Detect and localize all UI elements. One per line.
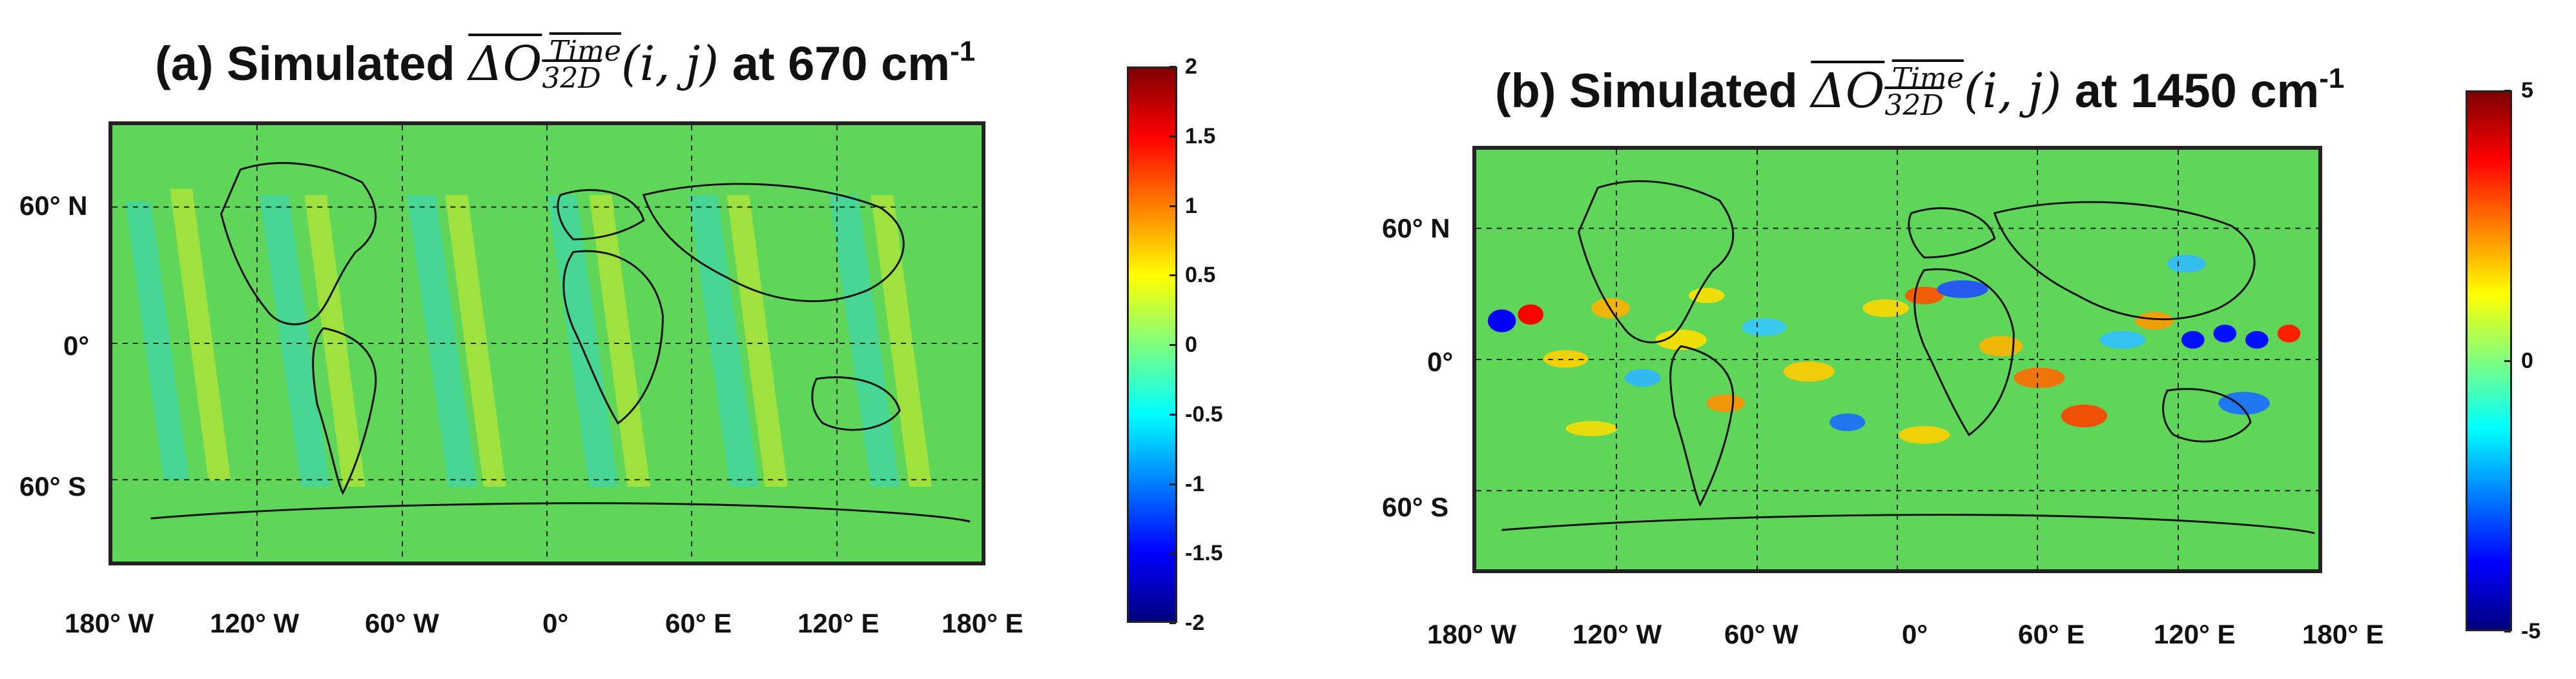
colorbar-tick-mark — [2504, 360, 2511, 362]
colorbar-tick-mark — [1170, 205, 1176, 207]
panel-a-lon-2: 60° W — [365, 608, 439, 638]
panel-a-lat-60s: 60° S — [19, 471, 87, 502]
panel-a-grid — [112, 125, 982, 562]
colorbar-tick-mark — [1170, 413, 1176, 416]
colorbar-tick-label: -5 — [2521, 619, 2541, 644]
panel-a-lon-4: 60° E — [665, 608, 732, 638]
panel-a-title-exp: -1 — [950, 35, 976, 67]
colorbar-tick-label: -0.5 — [1185, 401, 1223, 427]
panel-a-lat-0: 0° — [63, 330, 90, 361]
panel-b-title: (b) Simulated ΔO32DTime(i, j) at 1450 cm… — [1495, 65, 2344, 120]
panel-b-title-exp: -1 — [2319, 63, 2345, 94]
colorbar-tick-mark — [1170, 622, 1176, 624]
panel-b: (b) Simulated ΔO32DTime(i, j) at 1450 cm… — [1292, 0, 2576, 679]
panel-a: (a) Simulated ΔO32DTime(i, j) at 670 cm-… — [19, 37, 1223, 638]
panel-b-title-suffix: at 1450 cm — [2061, 64, 2320, 117]
panel-a-title-math: ΔO — [468, 36, 542, 92]
colorbar-tick-label: -1 — [1185, 471, 1205, 496]
colorbar-tick-label: 2 — [1185, 54, 1197, 79]
panel-b-grid — [1476, 150, 2318, 569]
panel-b-lon-3: 0° — [1902, 619, 1928, 649]
panel-a-lon-0: 180° W — [65, 608, 154, 638]
colorbar-tick-label: 0 — [2521, 349, 2533, 373]
panel-b-map-svg — [1476, 150, 2318, 569]
panel-b-lat-60n: 60° N — [1382, 213, 1450, 243]
colorbar-tick-mark — [1170, 274, 1176, 277]
panel-a-title: (a) Simulated ΔO32DTime(i, j) at 670 cm-… — [155, 37, 975, 93]
panel-b-title-args: (i, j) — [1963, 63, 2062, 119]
panel-b-title-sup: Time — [1891, 62, 1964, 95]
colorbar-tick-label: 1 — [1185, 193, 1197, 218]
panel-a-map-svg — [112, 125, 982, 562]
panel-a-title-prefix: (a) Simulated — [155, 37, 469, 90]
panel-a-lon-1: 120° W — [210, 608, 300, 638]
colorbar-tick-label: -2 — [1185, 611, 1205, 635]
colorbar-tick-label: -1.5 — [1185, 541, 1223, 566]
colorbar-tick-label: 0 — [1185, 332, 1197, 357]
panel-b-title-prefix: (b) Simulated — [1495, 64, 1811, 117]
colorbar-tick-mark — [1170, 483, 1176, 485]
panel-a-title-sub: 32D — [542, 62, 601, 95]
panel-b-title-math: ΔO — [1811, 63, 1885, 119]
panel-a-lon-5: 120° E — [798, 608, 880, 638]
panel-b-lon-6: 180° E — [2302, 619, 2384, 649]
panel-a-map — [108, 121, 985, 565]
panel-a-title-suffix: at 670 cm — [719, 37, 951, 90]
colorbar-tick-mark — [1170, 135, 1176, 137]
panel-a-title-sup: Time — [549, 35, 621, 68]
panel-a-lon-3: 0° — [542, 608, 569, 638]
panel-a-colorbar — [1127, 66, 1177, 623]
colorbar-tick-label: 1.5 — [1185, 123, 1216, 148]
panel-b-map — [1472, 146, 2322, 573]
panel-b-lon-2: 60° W — [1724, 619, 1798, 649]
panel-b-lon-1: 120° W — [1572, 619, 1662, 649]
panel-b-lon-5: 120° E — [2154, 619, 2236, 649]
panel-b-title-sub: 32D — [1884, 89, 1944, 122]
panel-a-lon-6: 180° E — [942, 608, 1024, 638]
colorbar-tick-mark — [1170, 552, 1176, 555]
panel-b-lon-0: 180° W — [1427, 619, 1517, 649]
colorbar-tick-mark — [2504, 90, 2511, 92]
panel-a-lat-60n: 60° N — [19, 190, 88, 221]
colorbar-tick-mark — [2504, 631, 2511, 633]
colorbar-tick-mark — [1170, 344, 1176, 346]
panel-a-title-args: (i, j) — [621, 36, 719, 92]
panel-b-lat-0: 0° — [1427, 347, 1454, 377]
panel-b-coastlines — [1501, 180, 2315, 534]
panel-a-coastlines — [150, 162, 971, 523]
colorbar-tick-label: 0.5 — [1185, 263, 1216, 288]
panel-b-lon-4: 60° E — [2018, 619, 2085, 649]
colorbar-tick-label: 5 — [2521, 78, 2533, 103]
colorbar-tick-mark — [1170, 66, 1176, 68]
panel-b-lat-60s: 60° S — [1382, 492, 1449, 522]
